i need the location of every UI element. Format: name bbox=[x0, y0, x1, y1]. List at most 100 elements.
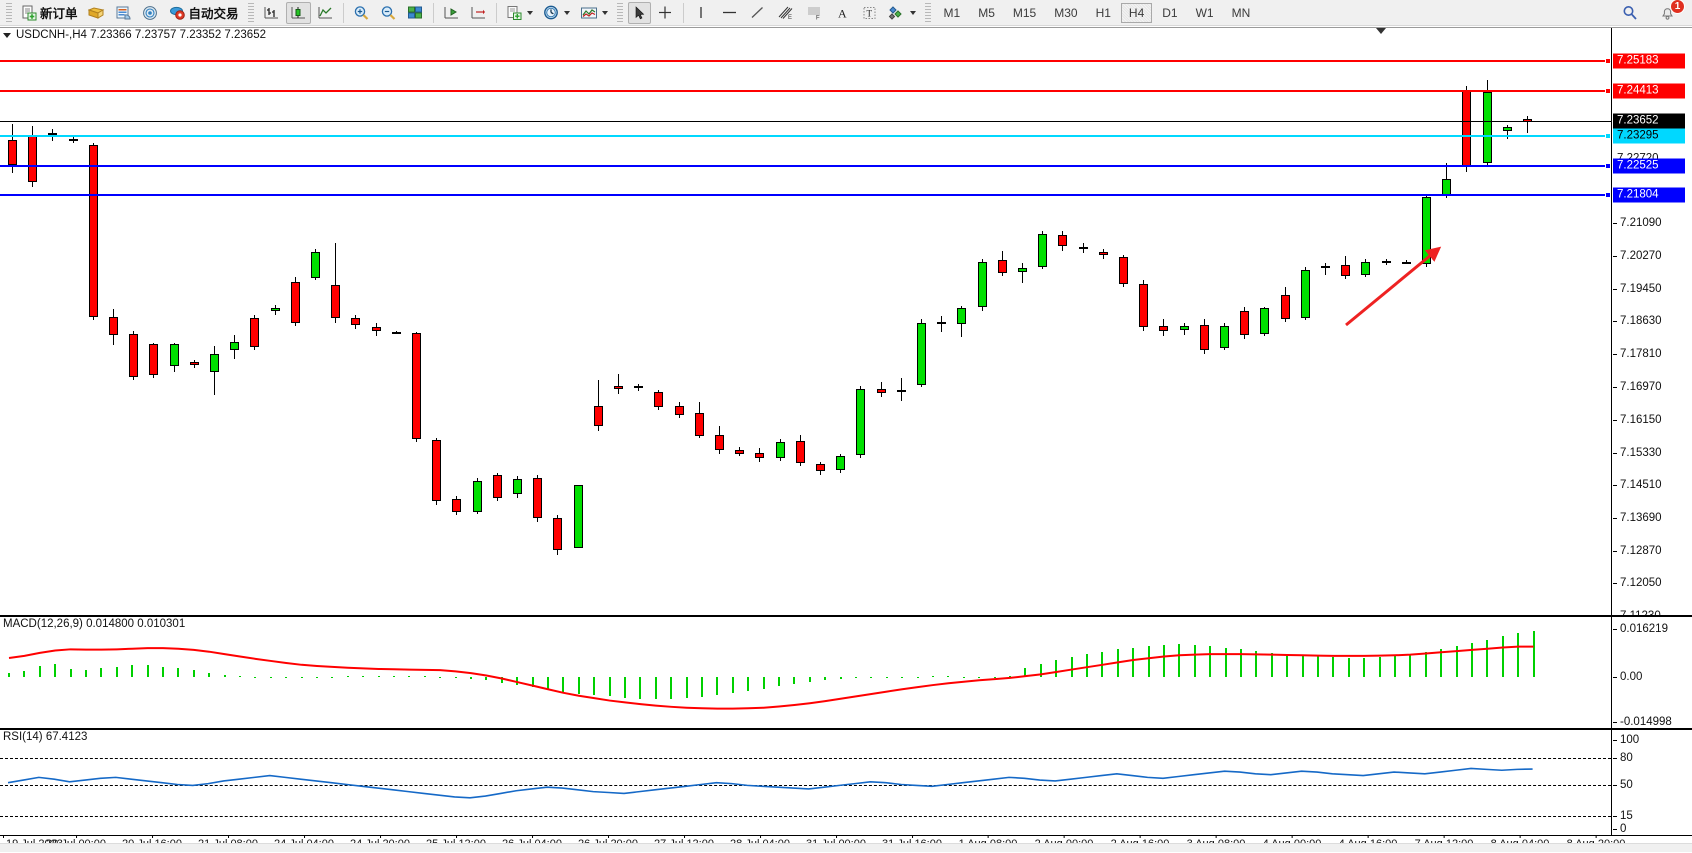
text-button[interactable]: A bbox=[830, 2, 855, 24]
autotrading-button[interactable]: 自动交易 bbox=[165, 2, 243, 24]
macd-histogram-bar bbox=[131, 665, 134, 678]
candle bbox=[391, 330, 401, 335]
trendline-button[interactable] bbox=[745, 2, 770, 24]
macd-histogram-bar bbox=[346, 676, 349, 678]
tile-windows-button[interactable] bbox=[403, 2, 428, 24]
candle bbox=[977, 258, 987, 311]
chevron-down-icon-4[interactable] bbox=[909, 10, 916, 15]
chevron-down-icon-3[interactable] bbox=[601, 10, 608, 15]
notification-button[interactable]: 1 bbox=[1655, 0, 1685, 24]
search-button[interactable] bbox=[1617, 2, 1643, 24]
vertical-line-button[interactable] bbox=[689, 2, 714, 24]
price-scale[interactable]: 7.21090 7.20270 7.19450 7.18630 7.17810 7.169… bbox=[1613, 28, 1692, 615]
bullish-arrow-annotation[interactable] bbox=[0, 28, 1612, 615]
macd-header: MACD(12,26,9) 0.014800 0.010301 bbox=[3, 618, 185, 630]
price-tick: 7.13690 bbox=[1613, 512, 1662, 524]
rsi-plot-area[interactable]: RSI(14) 67.4123 bbox=[0, 730, 1612, 835]
chart-shift-button[interactable] bbox=[439, 2, 464, 24]
toolbar-grip-2[interactable] bbox=[247, 2, 254, 23]
macd-histogram-bar bbox=[1332, 657, 1335, 678]
periodicity-button[interactable] bbox=[539, 2, 574, 24]
chevron-down-icon[interactable] bbox=[526, 10, 533, 15]
price-level-handle[interactable] bbox=[1605, 132, 1611, 139]
rsi-level-line bbox=[0, 757, 1611, 759]
chart-window[interactable]: USDCNH-,H4 7.23366 7.23757 7.23352 7.236… bbox=[0, 27, 1692, 853]
price-pane[interactable]: USDCNH-,H4 7.23366 7.23757 7.23352 7.236… bbox=[0, 28, 1692, 616]
open-data-folder-button[interactable] bbox=[84, 2, 109, 24]
toolbar-grip-3[interactable] bbox=[616, 2, 623, 23]
timeframe-h1[interactable]: H1 bbox=[1088, 3, 1119, 23]
price-level-handle[interactable] bbox=[1605, 192, 1611, 199]
price-tag-bid: 7.23295 bbox=[1613, 128, 1685, 144]
indicators-icon bbox=[580, 7, 597, 18]
macd-histogram-bar bbox=[192, 670, 195, 678]
objects-button[interactable] bbox=[884, 2, 920, 24]
toolbar-separator-4 bbox=[682, 2, 684, 23]
macd-histogram-bar bbox=[100, 668, 103, 678]
horizontal-line-icon bbox=[722, 11, 736, 13]
candle bbox=[1321, 262, 1330, 275]
horizontal-scrollbar[interactable] bbox=[0, 843, 1692, 852]
macd-histogram-bar bbox=[824, 677, 827, 681]
timeframe-m5[interactable]: M5 bbox=[970, 3, 1003, 23]
price-level-handle[interactable] bbox=[1605, 163, 1611, 170]
price-plot-area[interactable]: USDCNH-,H4 7.23366 7.23757 7.23352 7.236… bbox=[0, 28, 1612, 615]
new-order-button[interactable]: 新订单 bbox=[17, 2, 82, 24]
zoom-in-button[interactable] bbox=[349, 2, 374, 24]
timeframe-w1[interactable]: W1 bbox=[1188, 3, 1222, 23]
macd-histogram-bar bbox=[177, 668, 180, 678]
macd-histogram-bar bbox=[439, 676, 442, 678]
tf-label-h1: H1 bbox=[1095, 5, 1111, 20]
macd-plot-area[interactable]: MACD(12,26,9) 0.014800 0.010301 bbox=[0, 617, 1612, 728]
macd-pane[interactable]: MACD(12,26,9) 0.014800 0.010301 0.016219… bbox=[0, 616, 1692, 729]
candlestick-chart-button[interactable] bbox=[285, 1, 311, 24]
chart-collapse-icon[interactable] bbox=[1376, 28, 1386, 34]
auto-scroll-button[interactable] bbox=[466, 2, 491, 24]
candle bbox=[1422, 195, 1431, 267]
fibonacci-button[interactable]: F bbox=[801, 2, 828, 24]
crosshair-icon bbox=[658, 6, 671, 18]
timeframe-d1[interactable]: D1 bbox=[1154, 3, 1185, 23]
toolbar-grip[interactable] bbox=[6, 2, 12, 23]
timeframe-h4[interactable]: H4 bbox=[1120, 2, 1153, 23]
equidistant-channel-button[interactable]: E bbox=[772, 2, 799, 24]
timeframe-m15[interactable]: M15 bbox=[1005, 3, 1044, 23]
timeframe-mn[interactable]: MN bbox=[1224, 3, 1259, 23]
macd-histogram-bar bbox=[1440, 649, 1443, 678]
chevron-down-icon-2[interactable] bbox=[563, 10, 570, 15]
line-chart-button[interactable] bbox=[313, 2, 338, 24]
timeframe-m1[interactable]: M1 bbox=[936, 3, 969, 23]
text-label-button[interactable]: T bbox=[857, 2, 882, 24]
templates-button[interactable] bbox=[502, 2, 537, 24]
macd-histogram-bar bbox=[1178, 643, 1181, 678]
price-level-handle[interactable] bbox=[1605, 88, 1611, 95]
macd-histogram-bar bbox=[1055, 660, 1058, 678]
toolbar-grip-4[interactable] bbox=[924, 2, 931, 23]
timeframe-m30[interactable]: M30 bbox=[1046, 3, 1085, 23]
market-watch-button[interactable] bbox=[138, 2, 163, 24]
price-tick: 7.12050 bbox=[1613, 577, 1662, 589]
rsi-pane[interactable]: RSI(14) 67.4123 100 80 50 15 0 bbox=[0, 729, 1692, 836]
price-level-handle[interactable] bbox=[1605, 57, 1611, 64]
candle bbox=[492, 473, 502, 501]
horizontal-line-button[interactable] bbox=[716, 2, 743, 24]
candle bbox=[573, 485, 583, 549]
indicators-button[interactable] bbox=[576, 2, 612, 24]
macd-histogram-bar bbox=[54, 663, 57, 678]
macd-histogram-bar bbox=[1240, 649, 1242, 678]
zoom-out-button[interactable] bbox=[376, 2, 401, 24]
macd-histogram-bar bbox=[947, 676, 950, 678]
candle bbox=[1159, 318, 1169, 337]
candle bbox=[1361, 258, 1371, 277]
candle bbox=[1260, 306, 1270, 337]
crosshair-button[interactable] bbox=[653, 2, 678, 24]
macd-histogram-bar bbox=[115, 667, 118, 678]
symbol-dropdown-icon[interactable] bbox=[3, 32, 11, 38]
candle bbox=[68, 137, 78, 143]
price-tick: 7.20270 bbox=[1613, 250, 1662, 262]
bar-chart-button[interactable] bbox=[259, 2, 284, 24]
candle bbox=[1199, 318, 1209, 355]
candle bbox=[816, 461, 825, 475]
profiles-button[interactable] bbox=[111, 2, 136, 24]
cursor-button[interactable] bbox=[627, 1, 651, 24]
